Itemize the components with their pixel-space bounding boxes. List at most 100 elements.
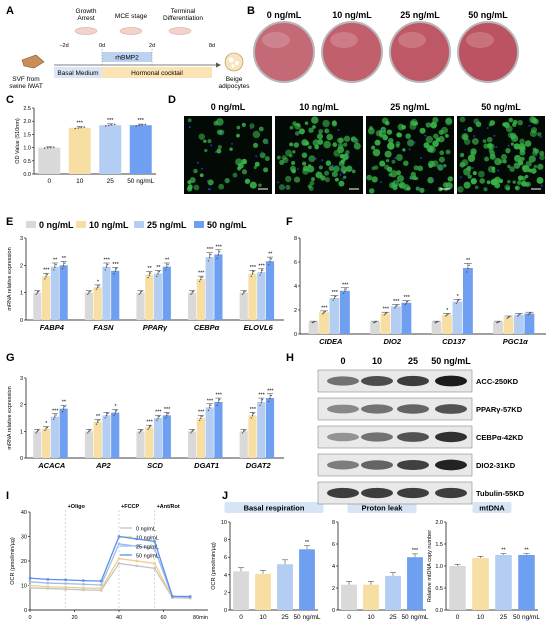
bar-J-0 <box>233 571 249 610</box>
lipid-droplet-0-37 <box>252 142 259 148</box>
bar-E-4-1 <box>248 273 257 320</box>
legend-I-label-1: 10 ng/mL <box>136 536 159 542</box>
lipid-droplet-1-10 <box>324 177 330 183</box>
legend-swatch-1 <box>76 221 86 228</box>
bar-F-2-2 <box>452 301 463 334</box>
wb-band-3-0 <box>327 460 359 470</box>
basal-medium-box <box>54 67 102 78</box>
dot-G-1-3-1 <box>114 412 116 414</box>
bar-E-3-0 <box>188 292 197 320</box>
lipid-droplet-3-62 <box>524 174 529 179</box>
panel-label-i: I <box>6 490 9 502</box>
bar-C-2 <box>99 125 122 174</box>
bar-G-3-2 <box>205 407 214 458</box>
sig-E-4-3: ** <box>268 252 273 258</box>
wb-strip-1 <box>317 397 473 421</box>
x-cat-L-0: 0 <box>456 614 460 621</box>
lipid-droplet-0-2 <box>236 133 240 138</box>
sig-G-1-1: ** <box>96 414 101 420</box>
dish-1 <box>321 21 383 83</box>
dot-E-0-3-0 <box>61 267 64 270</box>
x-cat-E-1: FASN <box>93 323 114 332</box>
dot-G-2-1-2 <box>149 425 152 427</box>
lipid-droplet-2-94 <box>412 175 417 181</box>
y-tick-label-E-1: 1 <box>20 291 23 297</box>
rhbmp2-label: rhBMP2 <box>115 55 139 62</box>
nucleus-3-11 <box>473 135 476 138</box>
sig-G-3-1: *** <box>198 410 205 416</box>
lipid-droplet-3-94 <box>518 143 526 151</box>
lipid-droplet-1-71 <box>337 137 343 144</box>
bar-J-2 <box>277 564 293 610</box>
nucleus-0-4 <box>200 167 203 170</box>
dish-icon-2 <box>119 27 143 35</box>
lipid-droplet-3-108 <box>470 148 477 155</box>
y-tick-label-F-1: 2 <box>294 308 297 314</box>
dot-E-4-2-2 <box>261 269 264 271</box>
lipid-droplet-3-0 <box>507 164 511 169</box>
dish-highlight-3 <box>466 32 494 48</box>
dot-E-1-2-2 <box>106 263 109 266</box>
dot-E-0-2-0 <box>52 269 55 271</box>
svf-source-label: SVF from swine iWAT <box>9 76 43 90</box>
dish-icon-3 <box>168 27 192 35</box>
beige-adipocyte-icon <box>224 52 244 72</box>
lipid-droplet-2-61 <box>384 120 390 126</box>
y-tick-label-J-2: 4 <box>224 573 227 579</box>
dot-E-1-2-0 <box>104 269 106 271</box>
x-tick-label-I-3: 60 <box>160 615 166 621</box>
dot-C-3-2 <box>141 124 144 126</box>
lipid-droplet-1-2 <box>318 165 323 170</box>
lipid-droplet-2-83 <box>387 142 395 150</box>
lipid-droplet-2-45 <box>445 182 453 190</box>
stage3-line1: Terminal <box>171 8 196 15</box>
bar-F-1-1 <box>380 313 391 334</box>
lipid-droplet-3-95 <box>530 168 537 174</box>
x-cat-E-3: CEBPα <box>194 323 220 332</box>
nucleus-1-13 <box>321 159 324 162</box>
lipid-droplet-2-76 <box>417 165 424 172</box>
legend-I-label-3: 50 ng/mL <box>136 554 159 560</box>
ocr-point-2-2 <box>64 582 67 585</box>
nucleus-3-12 <box>539 135 542 138</box>
x-cat-J-2: 25 <box>281 614 289 621</box>
lipid-droplet-2-64 <box>388 137 394 144</box>
dish-label-0: 0 ng/mL <box>267 10 302 20</box>
bar-E-4-2 <box>257 272 266 320</box>
ocr-point-1-7 <box>153 562 156 565</box>
dot-F-2-2-2 <box>457 299 460 302</box>
dot-F-0-0-1 <box>312 321 315 323</box>
stage1-line2: Arrest <box>77 15 95 22</box>
lipid-droplet-2-69 <box>371 166 376 171</box>
wb-strip-0 <box>317 369 473 393</box>
nucleus-0-6 <box>231 142 234 145</box>
dish-icon-1 <box>74 27 98 35</box>
dot-G-4-3-1 <box>269 397 271 400</box>
nucleus-2-11 <box>410 176 413 179</box>
oil-red-o-dishes: 0 ng/mL 10 ng/mL 25 ng/mL 50 ng/mL <box>253 10 519 83</box>
bar-K-1 <box>363 584 379 610</box>
bar-F-3-0 <box>493 322 503 334</box>
dot-C-1-1 <box>77 127 80 129</box>
dot-E-1-0-0 <box>87 293 89 296</box>
y-tick-label-F-0: 0 <box>294 332 297 338</box>
nucleus-2-5 <box>431 177 434 180</box>
y-tick-label-J-4: 8 <box>224 538 227 544</box>
lipid-droplet-2-25 <box>405 133 411 139</box>
dot-C-3-1 <box>138 124 141 127</box>
nucleus-3-4 <box>495 146 498 149</box>
y-tick-label-I-3: 30 <box>21 535 27 541</box>
nucleus-0-7 <box>249 127 252 130</box>
x-tick-label-I-0: 0 <box>28 615 31 621</box>
bar-G-1-2 <box>102 415 111 458</box>
panel-label-d: D <box>168 94 176 106</box>
lipid-droplet-3-60 <box>461 133 469 141</box>
nucleus-3-9 <box>493 134 496 137</box>
dot-F-2-0-2 <box>437 320 439 323</box>
sig-J-3: ** <box>305 540 310 546</box>
lipid-droplet-3-109 <box>487 143 493 149</box>
lipid-droplet-1-11 <box>308 127 314 133</box>
dot-E-2-2-1 <box>157 273 159 275</box>
bar-E-1-1 <box>93 287 102 320</box>
